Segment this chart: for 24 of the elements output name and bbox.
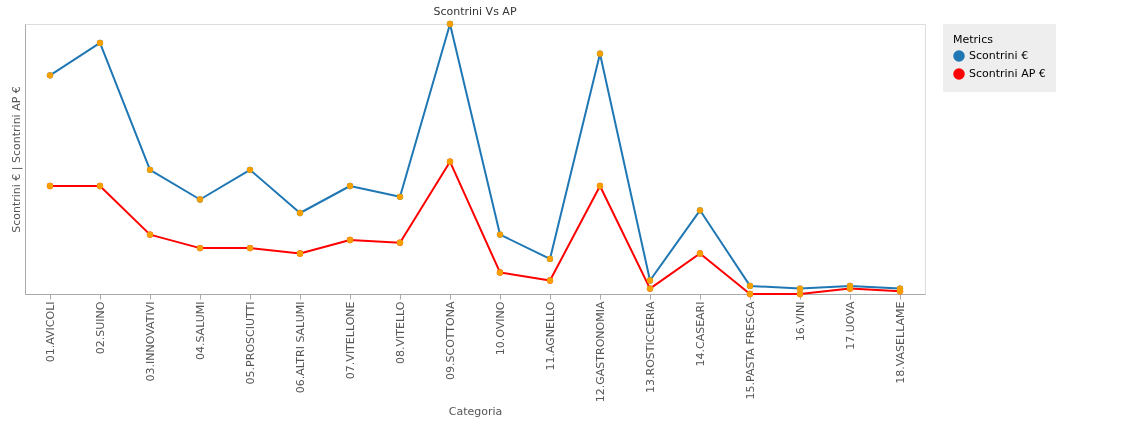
x-tick-label: 03.INNOVATIVI (143, 301, 157, 382)
x-tick-label: 05.PROSCIUTTI (243, 301, 257, 385)
x-tick-label: 04.SALUMI (193, 301, 207, 361)
x-tick-label: 18.VASELLAME (893, 301, 907, 384)
chart-title: Scontrini Vs AP (433, 4, 517, 18)
x-tick-label: 12.GASTRONOMIA (593, 301, 607, 403)
legend-title: Metrics (953, 33, 994, 46)
x-tick-label: 01.AVICOLI (43, 301, 57, 363)
x-axis-title: Categoria (448, 405, 503, 419)
legend-label: Scontrini AP € (969, 67, 1046, 80)
x-tick-label: 10.OVINO (493, 301, 507, 356)
x-tick-label: 17.UOVA (843, 301, 857, 350)
y-axis-title: Scontrini € | Scontrini AP € (9, 86, 23, 233)
x-tick-label: 08.VITELLO (393, 301, 407, 364)
x-tick-label: 02.SUINO (93, 301, 107, 355)
legend-label: Scontrini € (969, 49, 1029, 62)
x-tick-label: 09.SCOTTONA (443, 301, 457, 380)
x-tick-label: 13.ROSTICCERIA (643, 301, 657, 393)
x-tick-label: 16.VINI (793, 301, 807, 342)
x-tick-label: 07.VITELLONE (343, 301, 357, 380)
x-tick-label: 14.CASEARI (693, 301, 707, 367)
x-tick-label: 06.ALTRI SALUMI (293, 301, 307, 394)
x-tick-label: 11.AGNELLO (543, 301, 557, 371)
x-tick-label: 15.PASTA FRESCA (743, 301, 757, 400)
